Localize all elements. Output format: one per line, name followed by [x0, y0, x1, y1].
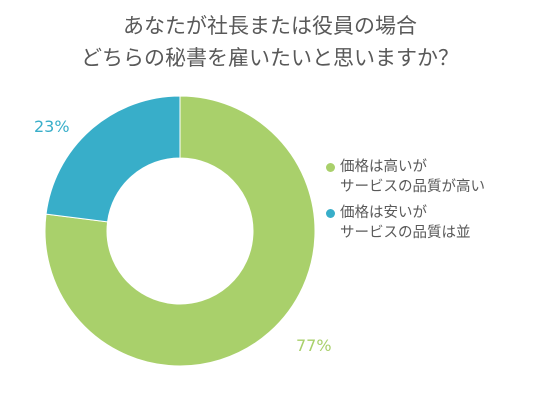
donut-slice-average-quality — [45, 95, 181, 223]
donut-slice-high-quality — [44, 95, 316, 367]
chart-title-line-1: あなたが社長または役員の場合 — [123, 14, 417, 38]
chart-title: あなたが社長または役員の場合 どちらの秘書を雇いたいと思いますか？ — [0, 10, 540, 74]
legend-item-high-quality: 価格は高いが サービスの品質が高い — [326, 157, 485, 197]
slice-label-average-quality: 23% — [34, 117, 70, 136]
legend-label-average-quality-line-2: サービスの品質は並 — [340, 225, 471, 241]
chart-legend: 価格は高いが サービスの品質が高い 価格は安いが サービスの品質は並 — [326, 157, 485, 249]
legend-label-average-quality-line-1: 価格は安いが — [340, 205, 427, 221]
legend-label-high-quality-line-1: 価格は高いが — [340, 159, 427, 175]
legend-swatch-average-quality — [326, 209, 335, 218]
legend-label-high-quality-line-2: サービスの品質が高い — [340, 179, 485, 195]
legend-swatch-high-quality — [326, 163, 335, 172]
legend-item-average-quality: 価格は安いが サービスの品質は並 — [326, 203, 485, 243]
chart-title-line-2: どちらの秘書を雇いたいと思いますか？ — [81, 46, 459, 70]
slice-label-high-quality: 77% — [296, 336, 332, 355]
